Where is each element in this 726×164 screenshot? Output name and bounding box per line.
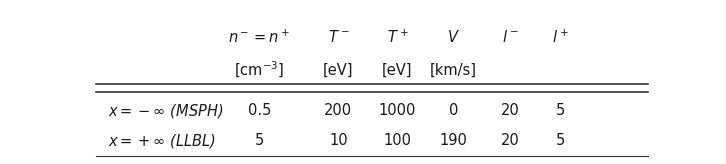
Text: 1000: 1000: [379, 103, 416, 118]
Text: [km/s]: [km/s]: [431, 63, 477, 78]
Text: 5: 5: [556, 103, 565, 118]
Text: 100: 100: [383, 133, 412, 148]
Text: [eV]: [eV]: [323, 63, 354, 78]
Text: $T^-$: $T^-$: [327, 29, 349, 45]
Text: 200: 200: [325, 103, 352, 118]
Text: 10: 10: [329, 133, 348, 148]
Text: $x=-\infty$ (MSPH): $x=-\infty$ (MSPH): [107, 102, 223, 120]
Text: 190: 190: [440, 133, 468, 148]
Text: $V$: $V$: [447, 29, 460, 45]
Text: $l^-$: $l^-$: [502, 29, 518, 45]
Text: [eV]: [eV]: [382, 63, 412, 78]
Text: 0: 0: [449, 103, 458, 118]
Text: $T^+$: $T^+$: [386, 29, 408, 46]
Text: $l^+$: $l^+$: [552, 29, 569, 46]
Text: 0.5: 0.5: [248, 103, 272, 118]
Text: $n^-=n^+$: $n^-=n^+$: [228, 29, 291, 46]
Text: 5: 5: [556, 133, 565, 148]
Text: 5: 5: [255, 133, 264, 148]
Text: 20: 20: [500, 103, 519, 118]
Text: $x=+\infty$ (LLBL): $x=+\infty$ (LLBL): [107, 132, 216, 150]
Text: 20: 20: [500, 133, 519, 148]
Text: [cm$^{-3}$]: [cm$^{-3}$]: [234, 60, 285, 80]
